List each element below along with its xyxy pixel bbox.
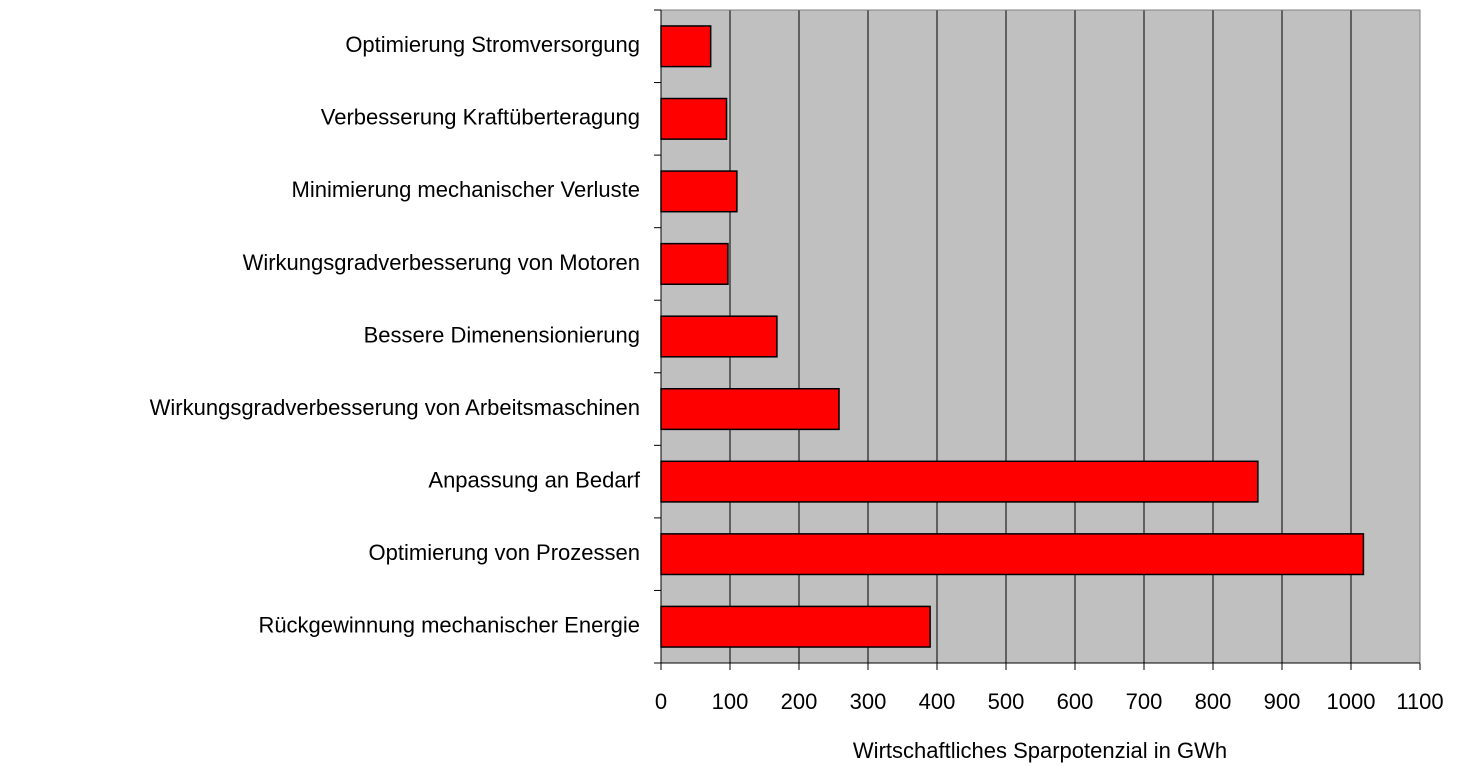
x-tick-label: 1000 <box>1327 689 1376 714</box>
x-tick-label: 200 <box>781 689 818 714</box>
x-tick-label: 800 <box>1195 689 1232 714</box>
bar <box>660 242 729 286</box>
bar <box>660 387 840 431</box>
bar <box>660 315 778 358</box>
y-tick-label: Bessere Dimenensionierung <box>364 322 640 347</box>
bar <box>660 97 728 140</box>
x-tick-label: 0 <box>655 689 667 714</box>
y-tick-label: Rückgewinnung mechanischer Energie <box>258 613 640 638</box>
x-tick-label: 500 <box>988 689 1025 714</box>
x-tick-label: 700 <box>1126 689 1163 714</box>
x-tick-label: 100 <box>712 689 749 714</box>
x-tick-label: 600 <box>1057 689 1094 714</box>
y-tick-label: Verbesserung Kraftüberteragung <box>321 105 640 130</box>
y-tick-label: Wirkungsgradverbesserung von Motoren <box>243 250 640 275</box>
x-tick-label: 400 <box>919 689 956 714</box>
y-tick-label: Optimierung Stromversorgung <box>345 32 640 57</box>
y-tick-label: Minimierung mechanischer Verluste <box>292 177 641 202</box>
y-tick-label: Optimierung von Prozessen <box>369 540 640 565</box>
bar <box>660 533 1365 576</box>
bar <box>660 605 931 648</box>
y-tick-label: Wirkungsgradverbesserung von Arbeitsmasc… <box>150 395 640 420</box>
bar <box>660 25 712 68</box>
x-tick-label: 900 <box>1264 689 1301 714</box>
x-tick-label: 1100 <box>1396 689 1443 714</box>
x-axis-label: Wirtschaftliches Sparpotenzial in GWh <box>853 738 1227 763</box>
bar <box>660 460 1259 503</box>
x-tick-label: 300 <box>850 689 887 714</box>
bar <box>660 170 738 213</box>
y-tick-label: Anpassung an Bedarf <box>428 467 640 492</box>
